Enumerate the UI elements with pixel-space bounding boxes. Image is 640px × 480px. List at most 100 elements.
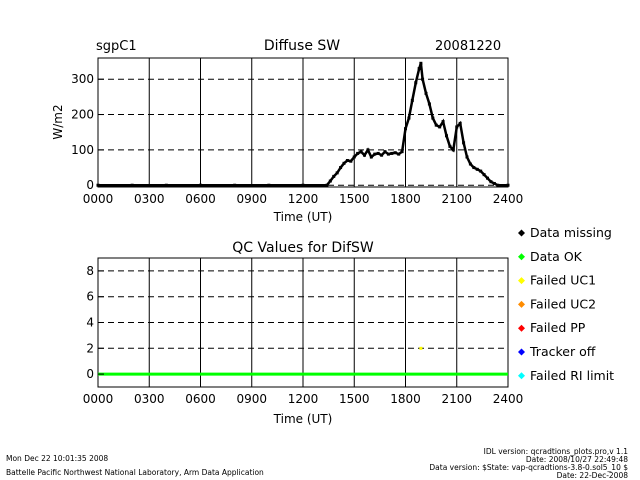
data-point bbox=[301, 183, 305, 187]
date-label: 20081220 bbox=[435, 39, 501, 54]
data-point bbox=[386, 152, 390, 156]
data-point bbox=[462, 141, 466, 145]
data-point bbox=[400, 150, 404, 154]
data-point bbox=[434, 123, 438, 127]
footer-timestamp: Mon Dec 22 10:01:35 2008 bbox=[6, 454, 108, 463]
top-plot-area: 0000 0300 0600 0900 1200 1500 1800 2100 2400 0 10… bbox=[71, 57, 524, 206]
x-tick-label: 2400 bbox=[493, 192, 524, 206]
legend-marker bbox=[518, 229, 525, 237]
bottom-series bbox=[98, 346, 508, 376]
data-point bbox=[465, 155, 469, 159]
top-grid bbox=[98, 58, 508, 187]
bottom-y-ticks: 0 2 4 6 8 bbox=[86, 264, 104, 381]
y-tick-label: 4 bbox=[86, 316, 94, 330]
data-point bbox=[363, 153, 366, 157]
legend-label: Tracker off bbox=[529, 344, 596, 359]
data-point bbox=[376, 151, 380, 155]
legend-label: Failed RI limit bbox=[530, 368, 614, 383]
legend-marker bbox=[518, 253, 525, 261]
data-point bbox=[492, 181, 496, 185]
data-point bbox=[482, 173, 486, 177]
data-point bbox=[506, 183, 510, 187]
data-point bbox=[349, 159, 353, 163]
y-tick-label: 2 bbox=[86, 341, 94, 355]
data-point bbox=[479, 169, 483, 173]
data-point bbox=[373, 152, 377, 156]
data-point bbox=[438, 125, 442, 129]
x-tick-label: 0000 bbox=[83, 192, 114, 206]
data-point bbox=[359, 150, 363, 154]
data-point bbox=[369, 155, 373, 159]
qc-legend: Data missing Data OK Failed UC1 Failed UC2 F… bbox=[518, 225, 614, 383]
bottom-x-axis-label: Time (UT) bbox=[273, 412, 333, 426]
data-point bbox=[419, 346, 423, 350]
x-tick-label: 0300 bbox=[134, 392, 165, 406]
y-tick-label: 100 bbox=[71, 143, 94, 157]
data-point bbox=[332, 174, 336, 178]
data-point bbox=[414, 81, 418, 85]
y-tick-label: 200 bbox=[71, 108, 94, 122]
data-point bbox=[335, 171, 339, 175]
legend-label: Data missing bbox=[530, 225, 612, 240]
data-point bbox=[352, 155, 356, 159]
x-tick-label: 0300 bbox=[134, 192, 165, 206]
footer-idl-date: Date: 2008/10/27 22:49:48 bbox=[526, 455, 628, 464]
y-tick-label: 8 bbox=[86, 264, 94, 278]
top-y-axis-label: W/m2 bbox=[51, 104, 65, 139]
data-point bbox=[475, 167, 479, 171]
footer-idl-version: IDL version: qcradtions_plots.pro,v 1.1 bbox=[484, 447, 629, 456]
top-y-ticks: 0 100 200 300 bbox=[71, 72, 104, 192]
x-tick-label: 0600 bbox=[185, 392, 216, 406]
legend-label: Data OK bbox=[530, 249, 583, 264]
x-tick-label: 0600 bbox=[185, 192, 216, 206]
data-point bbox=[427, 102, 431, 106]
x-tick-label: 1800 bbox=[390, 192, 421, 206]
data-point bbox=[451, 148, 455, 152]
y-tick-label: 0 bbox=[86, 367, 94, 381]
data-point bbox=[468, 162, 472, 166]
y-tick-label: 6 bbox=[86, 290, 94, 304]
legend-marker bbox=[518, 372, 525, 380]
data-point bbox=[366, 148, 370, 152]
legend-marker bbox=[518, 348, 525, 356]
data-point bbox=[489, 180, 493, 184]
x-tick-label: 1500 bbox=[339, 192, 370, 206]
data-point bbox=[486, 176, 489, 180]
data-point bbox=[431, 116, 435, 120]
data-point bbox=[267, 183, 271, 187]
data-point bbox=[419, 61, 423, 65]
site-label: sgpC1 bbox=[96, 39, 137, 54]
legend-label: Failed UC2 bbox=[530, 296, 596, 311]
footer-data-date: Date: 22-Dec-2008 bbox=[557, 471, 629, 480]
top-series bbox=[96, 61, 510, 187]
top-x-ticks: 0000 0300 0600 0900 1200 1500 1800 2100 2400 bbox=[83, 192, 524, 206]
data-point bbox=[342, 161, 346, 165]
data-point bbox=[441, 120, 445, 124]
data-point bbox=[393, 151, 397, 155]
data-point bbox=[328, 179, 332, 183]
x-tick-label: 2400 bbox=[493, 392, 524, 406]
data-point bbox=[233, 183, 237, 187]
data-point bbox=[448, 144, 452, 148]
data-point bbox=[397, 152, 401, 156]
legend-label: Failed UC1 bbox=[530, 273, 596, 288]
legend-marker bbox=[518, 300, 525, 308]
y-tick-label: 0 bbox=[86, 178, 94, 192]
x-tick-label: 0900 bbox=[236, 392, 267, 406]
data-point bbox=[404, 127, 407, 131]
footer-lab: Battelle Pacific Northwest National Labo… bbox=[6, 468, 264, 477]
legend-label: Failed PP bbox=[530, 320, 586, 335]
x-tick-label: 1200 bbox=[288, 192, 319, 206]
data-point bbox=[445, 134, 448, 138]
x-tick-label: 2100 bbox=[441, 392, 472, 406]
top-plot-frame bbox=[97, 57, 509, 188]
legend-marker bbox=[518, 324, 525, 332]
data-point bbox=[455, 125, 459, 129]
x-tick-label: 2100 bbox=[441, 192, 472, 206]
bottom-grid bbox=[98, 258, 508, 387]
x-tick-label: 0900 bbox=[236, 192, 267, 206]
data-point bbox=[356, 151, 360, 155]
x-tick-label: 1500 bbox=[339, 392, 370, 406]
bottom-x-ticks: 0000 0300 0600 0900 1200 1500 1800 2100 2400 bbox=[83, 392, 524, 406]
